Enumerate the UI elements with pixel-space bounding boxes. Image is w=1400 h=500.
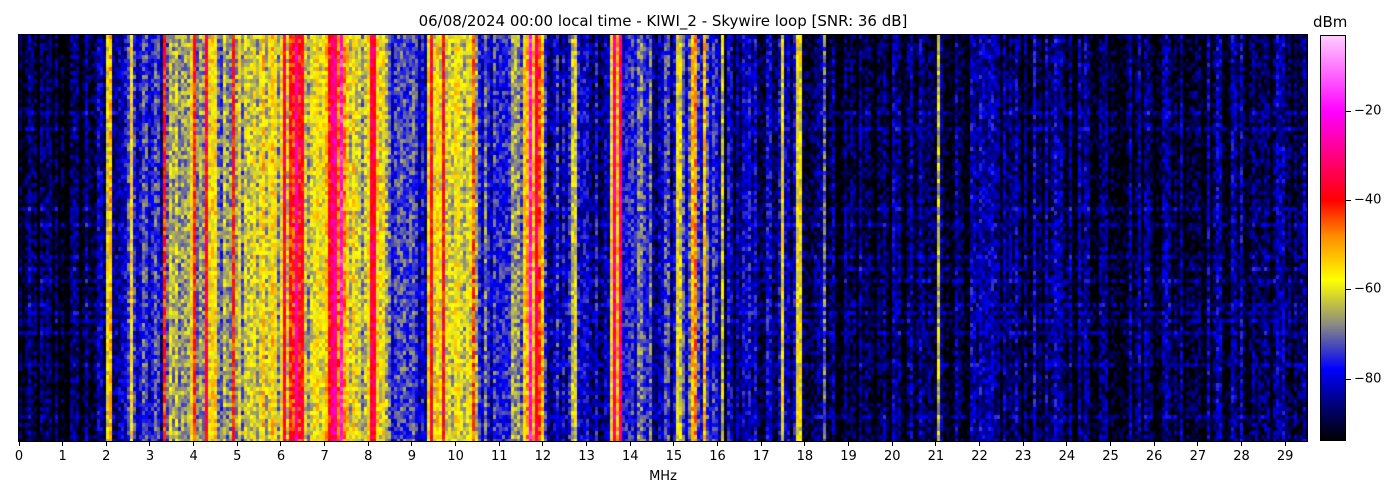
x-tick [979,441,981,446]
x-tick [673,441,675,446]
x-tick [848,441,850,446]
x-tick-label: 8 [364,449,373,464]
x-tick-label: 14 [621,449,639,464]
x-tick-label: 2 [102,449,111,464]
x-tick [804,441,806,446]
x-tick [1284,441,1286,446]
x-tick [1197,441,1199,446]
colorbar [1320,35,1346,441]
x-axis-label: MHz [649,469,677,484]
x-tick [1153,441,1155,446]
colorbar-tick-label: −60 [1354,281,1382,297]
colorbar-tick-label: −80 [1354,371,1382,387]
chart-title: 06/08/2024 00:00 local time - KIWI_2 - S… [418,12,908,30]
x-tick-label: 11 [490,449,508,464]
x-tick [891,441,893,446]
x-tick [935,441,937,446]
x-tick-label: 13 [578,449,595,464]
x-tick-label: 1 [58,449,67,464]
x-tick [1110,441,1112,446]
x-tick-label: 19 [840,449,857,464]
x-tick-label: 16 [709,449,726,464]
x-tick [105,441,107,446]
x-tick [717,441,719,446]
x-tick [62,441,64,446]
x-tick-label: 5 [233,449,242,464]
x-tick-label: 29 [1276,449,1294,464]
x-tick-label: 4 [189,449,198,464]
colorbar-tick-label: −40 [1354,192,1382,208]
x-tick-label: 7 [320,449,329,464]
x-tick [760,441,762,446]
x-tick [367,441,369,446]
colorbar-tick [1346,200,1351,202]
colorbar-tick [1346,110,1351,112]
x-tick-label: 23 [1014,449,1032,464]
x-tick-label: 24 [1058,449,1076,464]
x-tick-label: 12 [534,449,552,464]
x-tick-label: 9 [407,449,417,464]
x-tick-label: 3 [145,449,155,464]
x-tick [411,441,413,446]
x-tick [542,441,544,446]
x-tick-label: 18 [796,449,814,464]
x-tick [586,441,588,446]
colorbar-label: dBm [1313,13,1348,31]
x-tick-label: 21 [927,449,945,464]
x-tick-label: 22 [971,449,988,464]
x-tick-label: 17 [752,449,770,464]
x-tick [629,441,631,446]
x-tick-label: 15 [665,449,683,464]
x-tick [455,441,457,446]
x-tick-label: 25 [1102,449,1119,464]
x-tick-label: 26 [1145,449,1163,464]
colorbar-tick-label: −20 [1354,103,1382,119]
x-tick [1066,441,1068,446]
x-tick-label: 0 [14,449,24,464]
x-tick [236,441,238,446]
x-tick [149,441,151,446]
x-tick [280,441,282,446]
x-tick [498,441,500,446]
colorbar-tick [1346,378,1351,380]
x-tick-label: 20 [883,449,901,464]
x-tick-label: 10 [447,449,464,464]
x-tick [193,441,195,446]
x-tick [1022,441,1024,446]
x-tick-label: 27 [1189,449,1207,464]
x-tick-label: 28 [1233,449,1250,464]
colorbar-tick [1346,289,1351,291]
x-tick-label: 6 [276,449,286,464]
x-tick [1241,441,1242,446]
x-tick [18,441,20,446]
x-tick [324,441,326,446]
spectrogram-waterfall [19,35,1307,441]
